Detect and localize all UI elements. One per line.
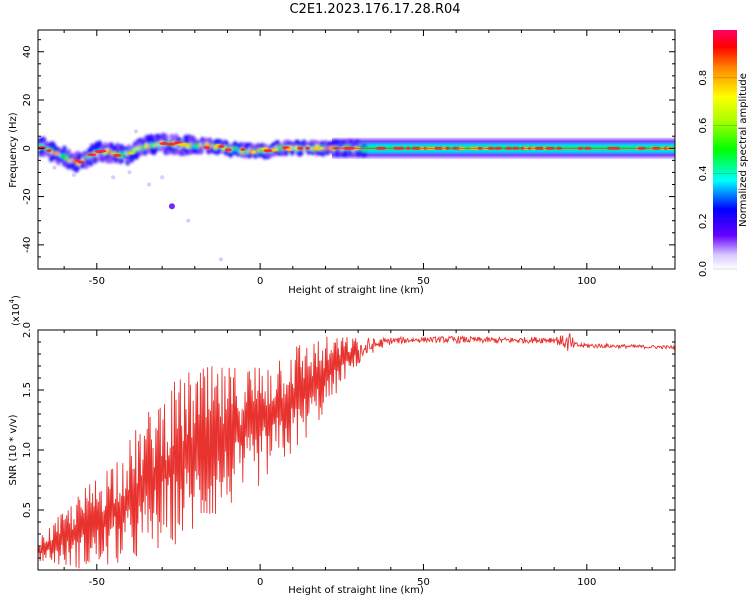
snr-x-axis-label: Height of straight line (km) [288,585,424,596]
x-tick-label: 0 [257,276,263,287]
y-tick-label: 0 [22,145,33,151]
y-tick-label: 1.5 [22,382,33,398]
x-tick-label: 50 [417,276,430,287]
colorbar-tick-label: 0.6 [698,118,709,134]
x-tick-label: -50 [89,577,105,588]
y-tick-label: 2.0 [22,322,33,338]
y-tick-label: -40 [22,237,33,253]
x-tick-label: -50 [89,276,105,287]
colorbar-gradient [713,30,737,269]
colorbar-tick-label: 0.0 [698,261,709,277]
spectrogram-heatmap [38,129,675,262]
colorbar-tick-label: 0.4 [698,165,709,181]
y-tick-label: 40 [22,45,33,58]
x-tick-label: 100 [577,276,596,287]
snr-series-line [38,333,675,569]
spectral-outliers [52,129,223,262]
colorbar-ticks: 0.0 0.2 0.4 0.6 0.8 [698,70,737,277]
x-tick-label: 50 [417,577,430,588]
spectrogram-panel: -50 0 50 100 40 20 0 -20 -40 Height of straight … [8,29,676,296]
snr-panel: -50 0 50 100 0.5 1.0 1.5 2.0 Height of straight… [8,295,676,596]
snr-y-axis-label: SNR (10 * v/v) [8,414,19,485]
y-tick-label: 1.0 [22,442,33,458]
y-tick-label: 0.5 [22,502,33,518]
x-tick-label: 100 [577,577,596,588]
colorbar-label: Normalized spectral amplitude [738,73,749,227]
svg-text:(x104): (x104) [8,295,22,326]
x-tick-label: 0 [257,577,263,588]
colorbar-tick-label: 0.2 [698,213,709,229]
chart-title: C2E1.2023.176.17.28.R04 [289,2,461,17]
y-tick-label: -20 [22,188,33,204]
y-tick-label: 20 [22,94,33,107]
colorbar-tick-label: 0.8 [698,70,709,86]
spectrogram-frame [37,29,676,270]
colorbar: 0.0 0.2 0.4 0.6 0.8 Normalized spectral ampl… [698,30,749,277]
snr-y-scale-factor: (x104) [8,295,22,326]
spectrogram-ticks: -50 0 50 100 40 20 0 -20 -40 [22,30,675,287]
spectrogram-x-axis-label: Height of straight line (km) [288,285,424,296]
snr-ticks: -50 0 50 100 0.5 1.0 1.5 2.0 [22,322,675,588]
spectrogram-y-axis-label: Frequency (Hz) [8,112,19,188]
spectral-peaks [38,141,675,164]
